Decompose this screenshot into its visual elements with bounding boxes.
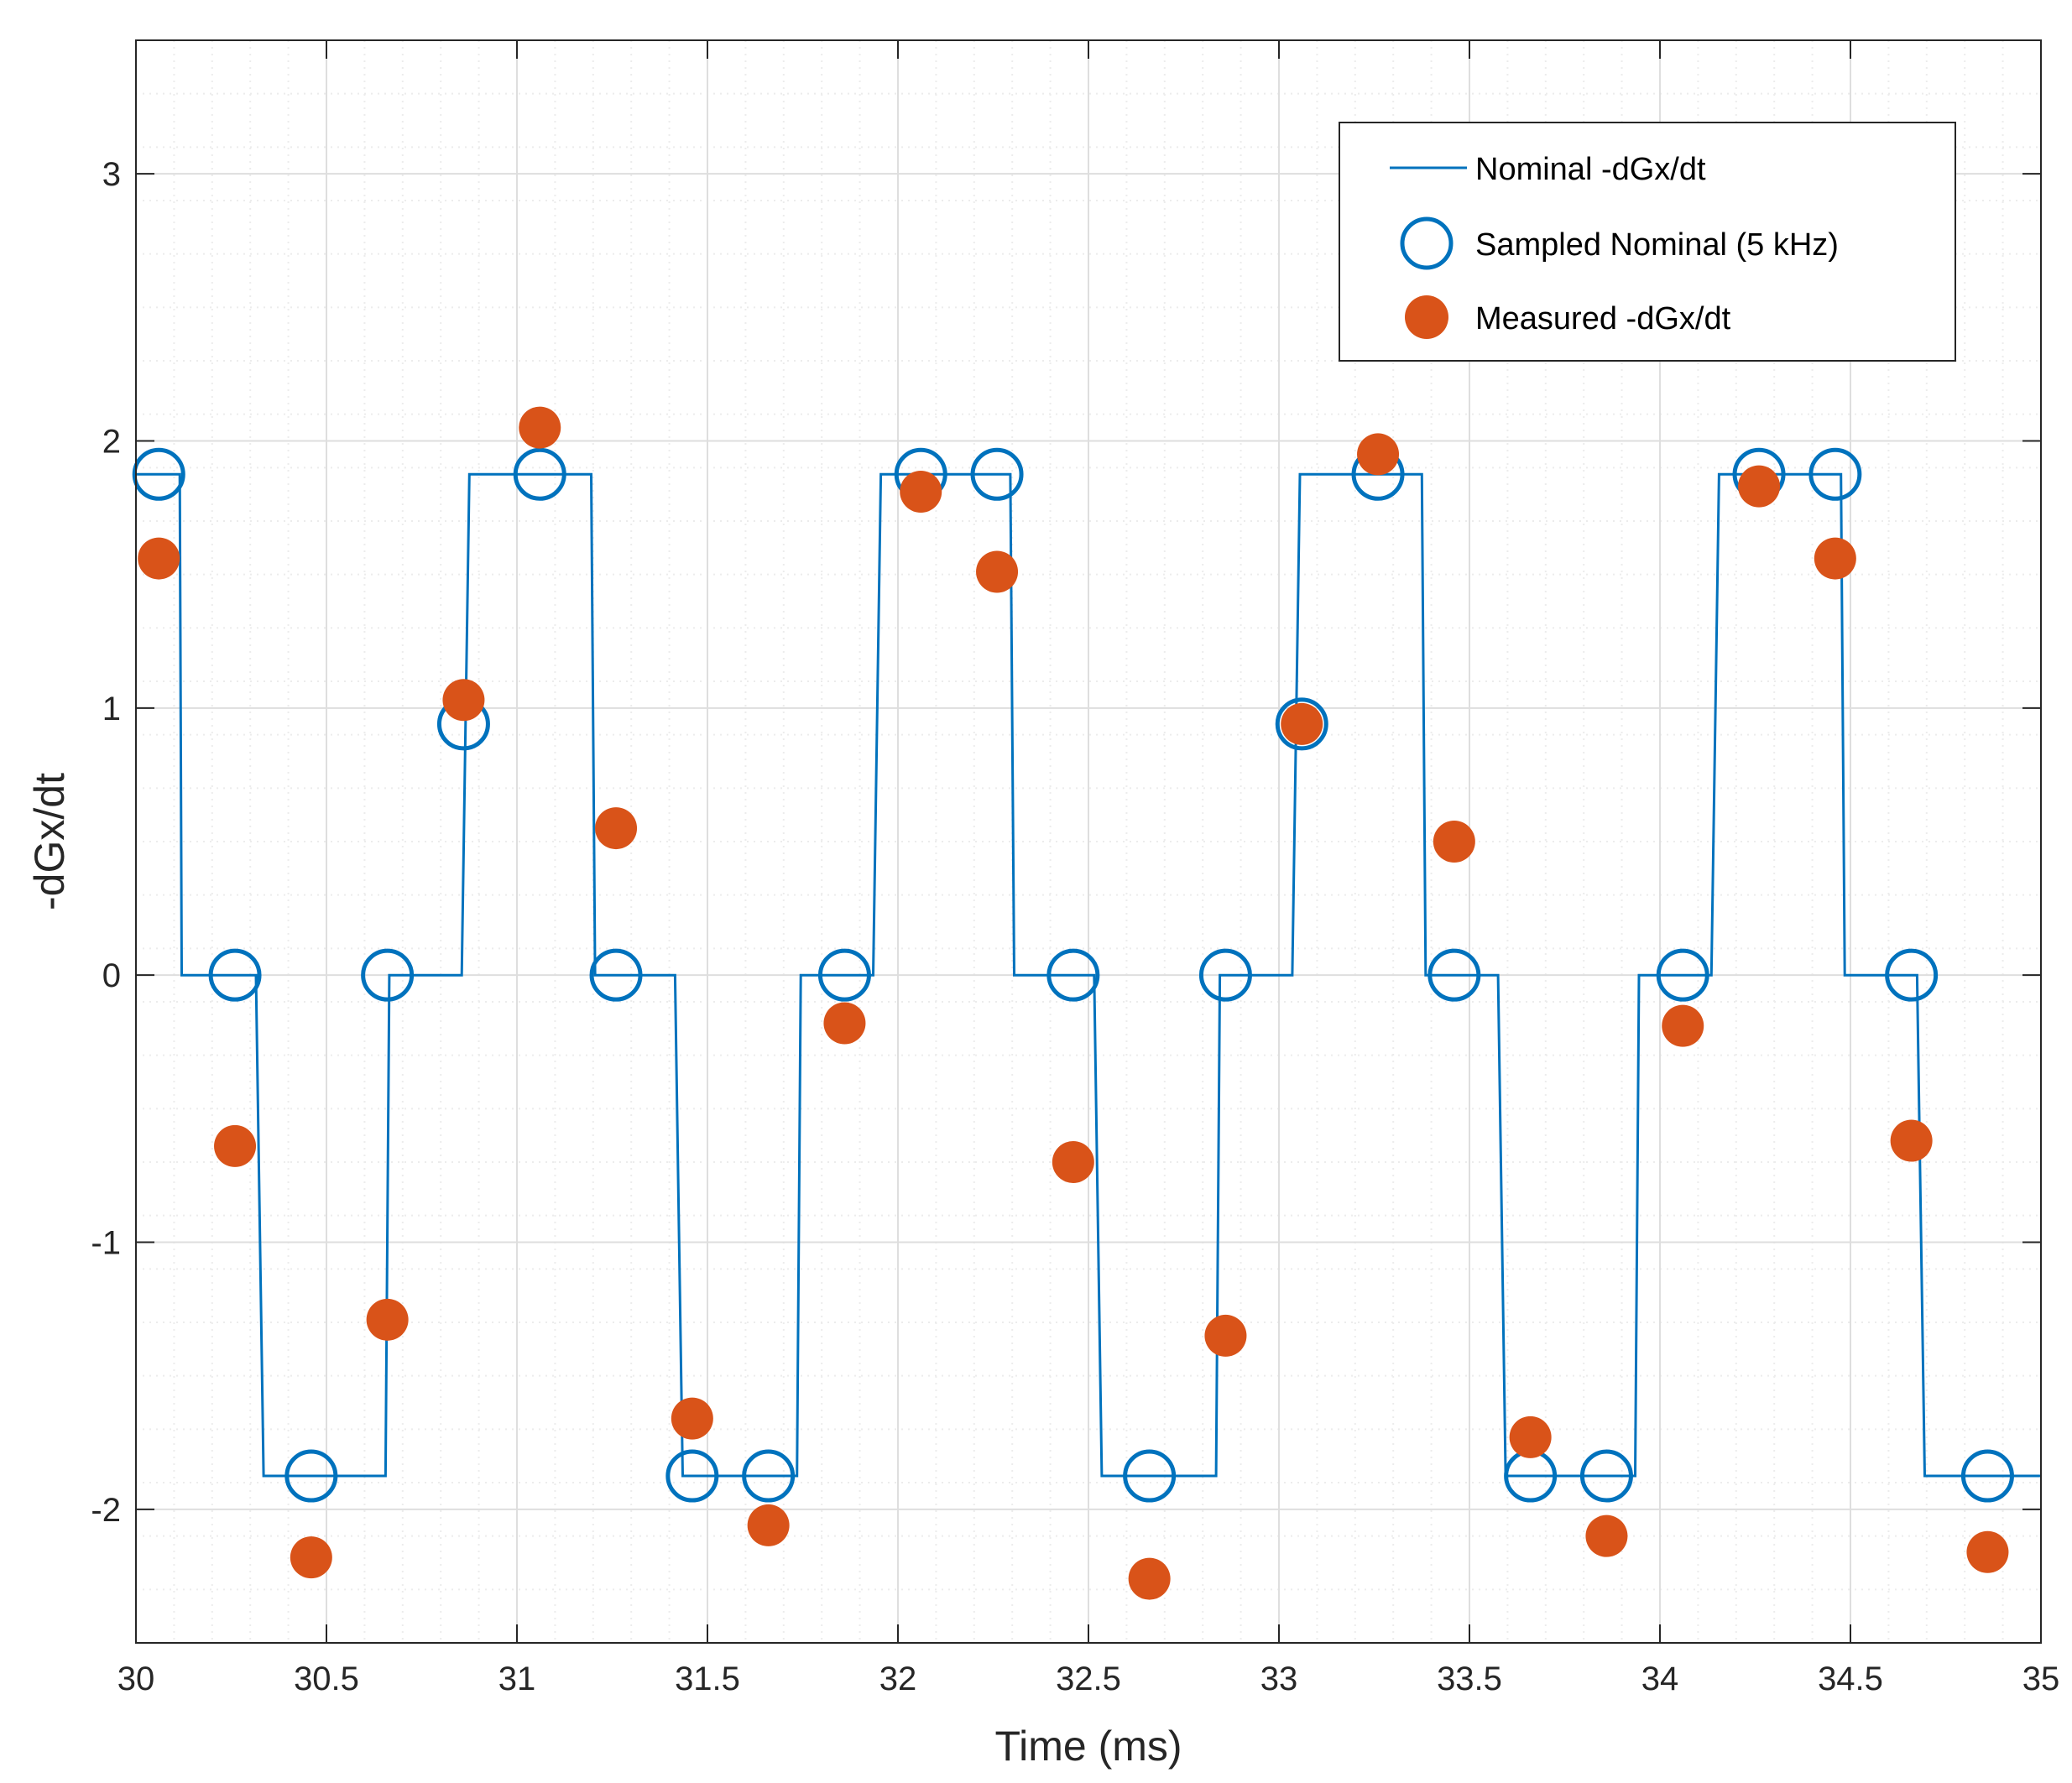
measured-point: [1052, 1141, 1094, 1183]
legend-nominal-label: Nominal -dGx/dt: [1475, 152, 1706, 187]
sampled-point: [665, 1449, 719, 1503]
measured-point: [1966, 1530, 2009, 1573]
measured-point: [1128, 1557, 1171, 1600]
x-tick-label: 32.5: [1056, 1660, 1121, 1697]
measured-point: [747, 1504, 790, 1546]
sampled-point: [132, 447, 185, 501]
sampled-point: [208, 948, 262, 1002]
measured-point: [1433, 821, 1475, 863]
sampled-point: [1656, 948, 1709, 1002]
sampled-point: [1808, 447, 1862, 501]
y-tick-label: -1: [91, 1225, 121, 1262]
sampled-point: [284, 1449, 338, 1503]
x-tick-label: 34.5: [1818, 1660, 1883, 1697]
y-tick-label: 3: [102, 156, 121, 193]
measured-point: [1204, 1314, 1247, 1357]
sampled-point: [1046, 948, 1100, 1002]
x-tick-label: 35: [2022, 1660, 2060, 1697]
sampled-point: [589, 948, 643, 1002]
legend-sampled-circle-icon: [1400, 216, 1454, 270]
measured-point: [442, 679, 485, 722]
x-tick-label: 33: [1260, 1660, 1298, 1697]
sampled-point: [742, 1449, 796, 1503]
measured-point: [671, 1397, 713, 1440]
measured-point: [138, 537, 180, 580]
y-tick-label: 0: [102, 957, 121, 994]
measured-point: [1585, 1515, 1628, 1557]
sampled-point: [1427, 948, 1481, 1002]
measured-point: [900, 470, 942, 513]
nominal-line: [136, 472, 2041, 1478]
x-tick-label: 32: [879, 1660, 917, 1697]
y-axis-label: -dGx/dt: [26, 773, 73, 910]
x-tick-label: 31: [498, 1660, 536, 1697]
legend-measured-label: Measured -dGx/dt: [1475, 301, 1731, 336]
measured-point: [823, 1002, 866, 1045]
sampled-point: [361, 948, 415, 1002]
sampled-point: [1198, 948, 1252, 1002]
measured-point: [1357, 433, 1400, 476]
sampled-point: [1123, 1449, 1177, 1503]
measured-point: [1281, 702, 1323, 745]
measured-point: [1738, 465, 1781, 508]
sampled-point: [513, 447, 566, 501]
x-tick-label: 31.5: [675, 1660, 740, 1697]
measured-point: [214, 1124, 257, 1167]
ticks: 30 30.5 31 31.5 32 32.5 33 33.5 34 34.5 35 -2 -1 0 1 2 3: [91, 40, 2059, 1697]
y-tick-label: 2: [102, 424, 121, 461]
sampled-point: [970, 447, 1024, 501]
sampled-point: [1275, 697, 1328, 751]
x-tick-label: 30.5: [294, 1660, 359, 1697]
measured-point: [290, 1536, 332, 1579]
x-tick-label: 34: [1641, 1660, 1679, 1697]
measured-point: [519, 406, 561, 449]
measured-point: [1662, 1004, 1704, 1047]
sampled-point: [1579, 1449, 1633, 1503]
legend-measured-dot-icon: [1405, 295, 1448, 339]
sampled-point: [1885, 948, 1939, 1002]
sampled-point: [817, 948, 871, 1002]
measured-point: [1814, 537, 1856, 580]
series-layer: [132, 406, 2041, 1600]
x-tick-label: 33.5: [1437, 1660, 1502, 1697]
y-tick-label: 1: [102, 691, 121, 727]
measured-point: [976, 550, 1019, 593]
x-tick-label: 30: [117, 1660, 155, 1697]
measured-point: [1509, 1415, 1552, 1458]
measured-point: [366, 1298, 409, 1341]
x-axis-label: Time (ms): [994, 1723, 1182, 1770]
measured-point: [595, 807, 638, 850]
sampled-point: [1960, 1449, 2014, 1503]
measured-point: [1890, 1119, 1933, 1162]
legend: Nominal -dGx/dt Sampled Nominal (5 kHz) …: [1339, 122, 1956, 362]
legend-sampled-label: Sampled Nominal (5 kHz): [1475, 227, 1839, 263]
y-tick-label: -2: [91, 1492, 121, 1529]
